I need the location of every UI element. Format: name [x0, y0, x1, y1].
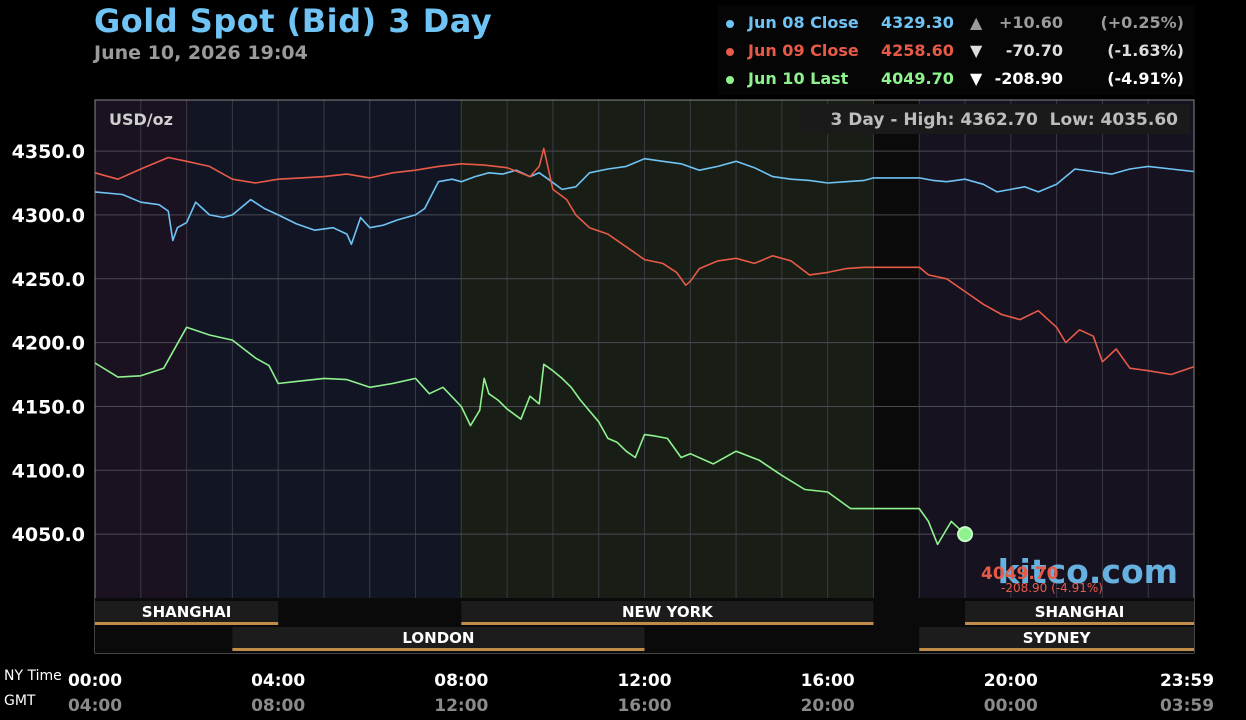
asia-bg	[190, 100, 460, 598]
x-tick-label: 16:00	[617, 696, 671, 716]
x-row-label: GMT	[4, 693, 36, 709]
up-arrow-icon: ▲	[970, 13, 983, 32]
last-change-label: -208.90 (-4.91%)	[1001, 581, 1103, 595]
session-label: NEW YORK	[622, 603, 714, 621]
x-axis: NY Time 00:00 04:00 08:00 12:00 16:00 20:00 23:…	[4, 668, 1214, 716]
x-tick-label: 04:00	[251, 671, 305, 691]
session-label: SYDNEY	[1023, 629, 1092, 647]
session-label: SHANGHAI	[142, 603, 232, 621]
range-text: 3 Day - High: 4362.70 Low: 4035.60	[831, 110, 1179, 130]
x-tick-label: 20:00	[984, 671, 1038, 691]
legend-name: Jun 08 Close	[748, 13, 859, 32]
unit-label: USD/oz	[109, 110, 173, 129]
x-tick-label: 00:00	[68, 671, 122, 691]
x-tick-label: 16:00	[801, 671, 855, 691]
series-line-jun-08	[94, 157, 1194, 246]
legend-value: 4049.70	[881, 69, 954, 88]
x-tick-label: 12:00	[617, 671, 671, 691]
session-bar	[965, 601, 1194, 623]
y-tick-label: 4150.0	[12, 396, 85, 418]
legend-value: 4329.30	[881, 13, 954, 32]
x-tick-label: 04:00	[68, 696, 122, 716]
chart-date: June 10, 2026 19:04	[94, 42, 308, 64]
session-underline	[232, 648, 645, 651]
watermark-logo: kitco.com	[998, 552, 1178, 591]
session-bar	[95, 601, 279, 623]
series-dot-icon	[726, 76, 734, 84]
x-tick-label: 08:00	[434, 671, 488, 691]
page-title: Gold Spot (Bid) 3 Day	[94, 2, 493, 40]
session-underline	[95, 622, 279, 625]
legend-percent: (+0.25%)	[1100, 13, 1184, 32]
range-box	[799, 104, 1190, 134]
y-tick-label: 4200.0	[12, 333, 85, 355]
y-tick-label: 4100.0	[12, 460, 85, 482]
price-legend: Jun 08 Close 4329.30 ▲ +10.60 (+0.25%) J…	[718, 5, 1195, 95]
legend-name: Jun 10 Last	[748, 69, 849, 88]
legend-name: Jun 09 Close	[748, 41, 859, 60]
x-tick-label: 03:59	[1160, 696, 1214, 716]
chart-grid	[95, 100, 1194, 598]
series-line-jun-09	[94, 147, 1194, 376]
session-underline	[965, 622, 1194, 625]
session-label: SHANGHAI	[1035, 603, 1125, 621]
legend-change: -70.70	[1005, 41, 1063, 60]
y-tick-label: 4300.0	[12, 205, 85, 227]
session-bar	[919, 627, 1194, 649]
price-series	[94, 147, 1194, 546]
closed-bg	[874, 100, 920, 598]
series-line-jun-10	[94, 326, 966, 546]
session-underline	[461, 622, 874, 625]
session-bar	[232, 627, 645, 649]
y-tick-label: 4350.0	[12, 141, 85, 163]
down-arrow-icon: ▼	[970, 41, 983, 60]
session-bar	[461, 601, 874, 623]
session-label: LONDON	[402, 629, 474, 647]
y-axis: 4050.0 4100.0 4150.0 4200.0 4250.0 4300.0 4350…	[12, 141, 85, 546]
series-dot-icon	[726, 20, 734, 28]
y-tick-label: 4050.0	[12, 524, 85, 546]
session-bars: SHANGHAI NEW YORK SHANGHAI LONDON SYDNEY	[95, 601, 1194, 651]
x-tick-label: 12:00	[434, 696, 488, 716]
last-price-marker	[957, 526, 974, 543]
x-tick-label: 23:59	[1160, 671, 1214, 691]
legend-value: 4258.60	[881, 41, 954, 60]
legend-change: -208.90	[994, 69, 1063, 88]
newyork-bg	[460, 100, 874, 598]
x-tick-label: 20:00	[801, 696, 855, 716]
session-underline	[919, 648, 1194, 651]
last-price-label: 4049.70	[981, 564, 1059, 584]
legend-percent: (-1.63%)	[1107, 41, 1184, 60]
down-arrow-icon: ▼	[970, 69, 983, 88]
shanghai-bg	[95, 100, 190, 598]
series-dot-icon	[726, 48, 734, 56]
x-tick-label: 08:00	[251, 696, 305, 716]
x-tick-label: 00:00	[984, 696, 1038, 716]
legend-percent: (-4.91%)	[1107, 69, 1184, 88]
x-row-label: NY Time	[4, 668, 62, 684]
y-tick-label: 4250.0	[12, 269, 85, 291]
legend-change: +10.60	[998, 13, 1063, 32]
